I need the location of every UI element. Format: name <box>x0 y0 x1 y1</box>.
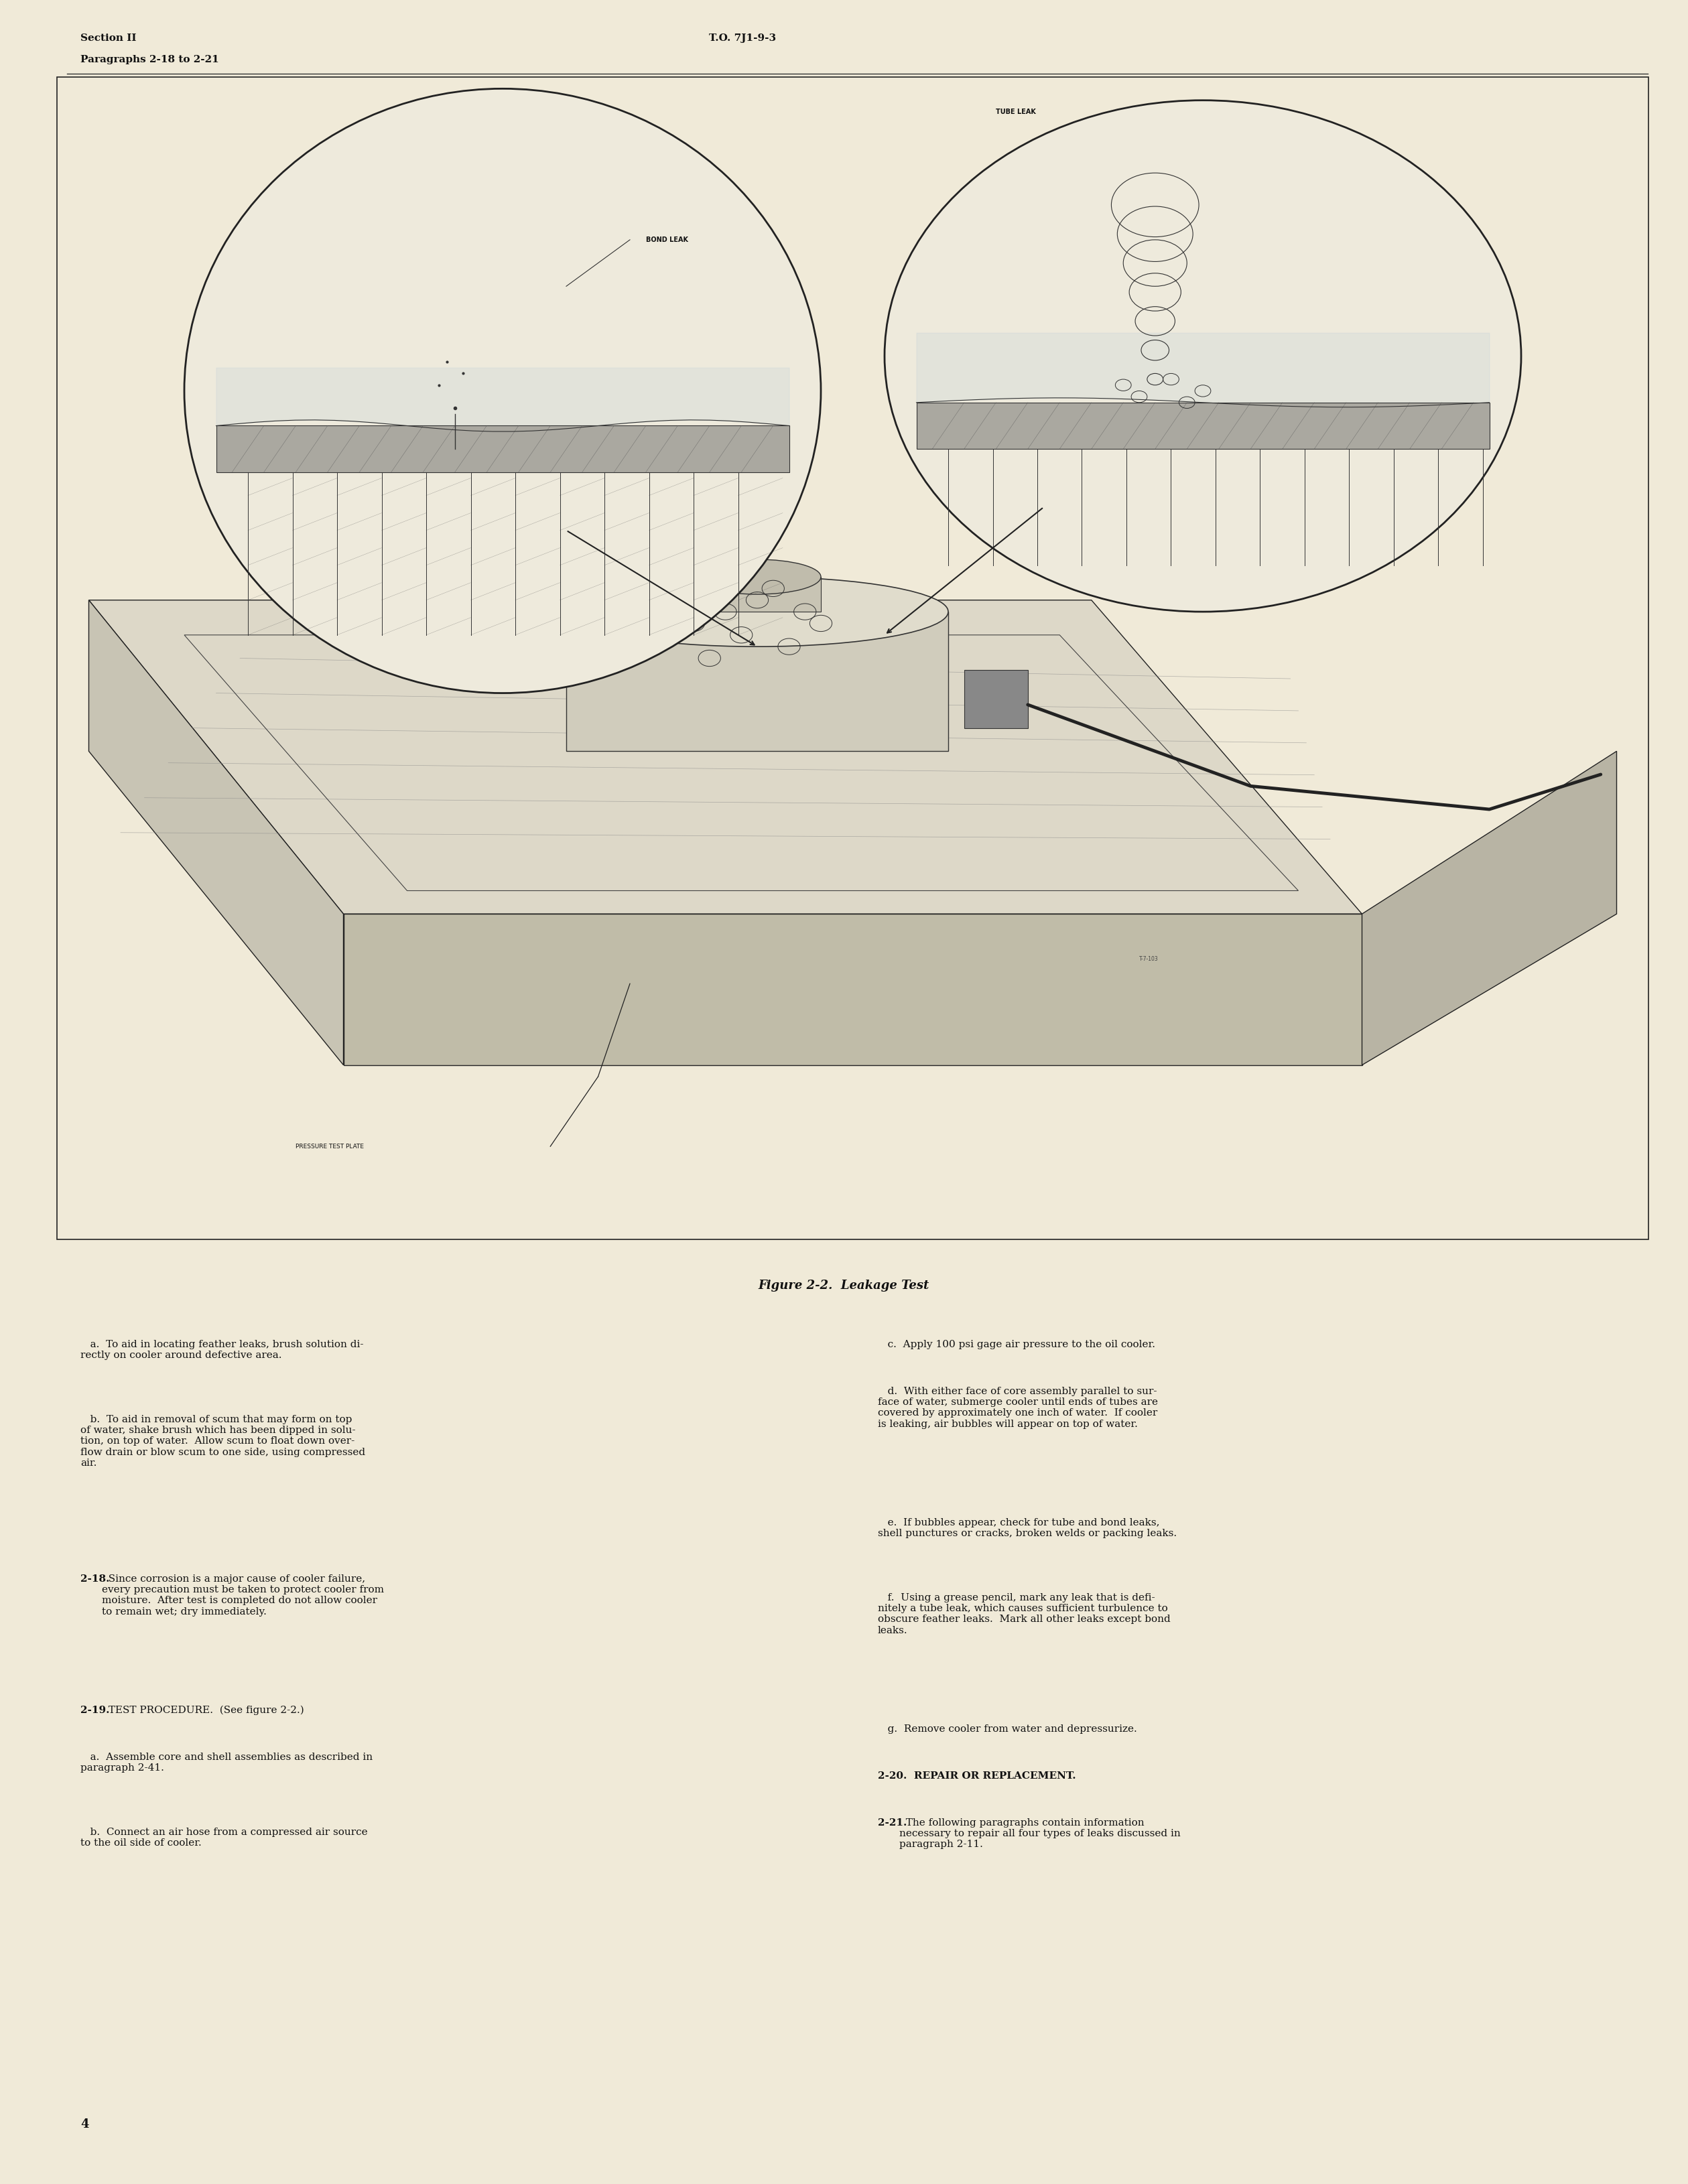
Text: 2-20.  REPAIR OR REPLACEMENT.: 2-20. REPAIR OR REPLACEMENT. <box>878 1771 1075 1780</box>
Text: b.  Connect an air hose from a compressed air source
to the oil side of cooler.: b. Connect an air hose from a compressed… <box>81 1828 368 1848</box>
Text: a.  To aid in locating feather leaks, brush solution di-
rectly on cooler around: a. To aid in locating feather leaks, bru… <box>81 1339 363 1361</box>
Ellipse shape <box>885 100 1521 612</box>
Bar <box>57 76 1649 1238</box>
Bar <box>964 670 1028 727</box>
Text: The following paragraphs contain information
necessary to repair all four types : The following paragraphs contain informa… <box>900 1819 1182 1850</box>
Text: 2-21.: 2-21. <box>878 1819 906 1828</box>
Ellipse shape <box>565 577 949 646</box>
Polygon shape <box>89 601 343 1066</box>
Text: T.O. 7J1-9-3: T.O. 7J1-9-3 <box>709 33 776 44</box>
Polygon shape <box>343 913 1362 1066</box>
Text: Paragraphs 2-18 to 2-21: Paragraphs 2-18 to 2-21 <box>81 55 219 63</box>
Text: TEST PROCEDURE.  (See figure 2-2.): TEST PROCEDURE. (See figure 2-2.) <box>103 1706 304 1714</box>
Text: e.  If bubbles appear, check for tube and bond leaks,
shell punctures or cracks,: e. If bubbles appear, check for tube and… <box>878 1518 1177 1538</box>
Text: BOND LEAK: BOND LEAK <box>647 236 689 242</box>
Text: Since corrosion is a major cause of cooler failure,
every precaution must be tak: Since corrosion is a major cause of cool… <box>103 1575 385 1616</box>
Ellipse shape <box>184 90 820 692</box>
Text: f.  Using a grease pencil, mark any leak that is defi-
nitely a tube leak, which: f. Using a grease pencil, mark any leak … <box>878 1592 1170 1636</box>
Text: c.  Apply 100 psi gage air pressure to the oil cooler.: c. Apply 100 psi gage air pressure to th… <box>878 1339 1155 1350</box>
Polygon shape <box>89 601 1362 913</box>
Polygon shape <box>1362 751 1617 1066</box>
Text: Figure 2-2.  Leakage Test: Figure 2-2. Leakage Test <box>758 1280 930 1291</box>
Text: g.  Remove cooler from water and depressurize.: g. Remove cooler from water and depressu… <box>878 1725 1138 1734</box>
Text: 4: 4 <box>81 2118 89 2129</box>
Text: TUBE LEAK: TUBE LEAK <box>996 109 1036 116</box>
Bar <box>565 612 949 751</box>
Text: 2-18.: 2-18. <box>81 1575 110 1583</box>
Text: PRESSURE TEST PLATE: PRESSURE TEST PLATE <box>295 1144 365 1149</box>
Text: d.  With either face of core assembly parallel to sur-
face of water, submerge c: d. With either face of core assembly par… <box>878 1387 1158 1428</box>
Bar <box>917 402 1489 450</box>
Text: a.  Assemble core and shell assemblies as described in
paragraph 2-41.: a. Assemble core and shell assemblies as… <box>81 1752 373 1773</box>
Text: T-7-103: T-7-103 <box>1139 957 1158 961</box>
Text: 2-19.: 2-19. <box>81 1706 110 1714</box>
Bar <box>216 426 788 472</box>
Ellipse shape <box>694 559 820 594</box>
Bar <box>694 577 820 612</box>
Text: Section II: Section II <box>81 33 137 44</box>
Text: b.  To aid in removal of scum that may form on top
of water, shake brush which h: b. To aid in removal of scum that may fo… <box>81 1415 365 1468</box>
